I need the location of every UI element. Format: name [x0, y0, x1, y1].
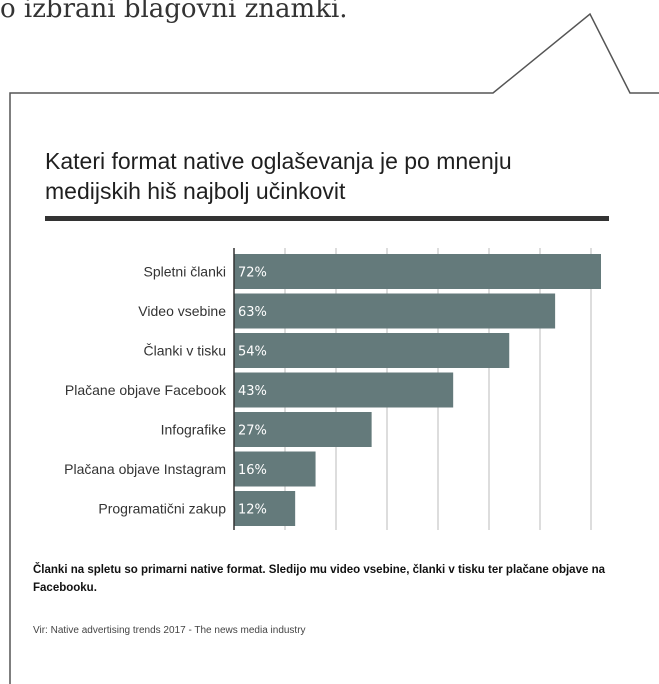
- category-label: Plačane objave Facebook: [65, 382, 227, 398]
- category-label: Infografike: [161, 422, 227, 438]
- intro-text-fragment: o izbrani blagovni znamki.: [0, 0, 348, 24]
- bar-value-label: 16%: [238, 463, 267, 478]
- chart-takeaway-text: Članki na spletu so primarni native form…: [33, 564, 605, 594]
- bar: [234, 412, 372, 447]
- category-label: Spletni članki: [144, 264, 227, 280]
- category-label: Plačana objave Instagram: [64, 461, 226, 477]
- bars: [234, 254, 601, 526]
- bar: [234, 491, 296, 526]
- bar-value-label: 27%: [238, 424, 267, 439]
- category-label: Video vsebine: [138, 303, 226, 319]
- category-label: Članki v tisku: [144, 343, 226, 359]
- title-underline: [45, 216, 609, 221]
- bar-value-label: 12%: [238, 503, 267, 518]
- chart-title: Kateri format native oglaševanja je po m…: [45, 148, 512, 204]
- category-label: Programatični zakup: [98, 501, 226, 517]
- bar-value-label: 43%: [238, 384, 267, 399]
- bar: [234, 372, 454, 408]
- bar: [234, 333, 510, 368]
- source-note: Vir: Native advertising trends 2017 - Th…: [33, 625, 306, 636]
- bar: [234, 451, 316, 487]
- labels: 72% Spletni članki 63% Video vsebine 54% Član…: [64, 264, 267, 518]
- bar: [234, 254, 601, 289]
- bar-value-label: 63%: [238, 305, 267, 320]
- bar-value-label: 54%: [238, 345, 267, 360]
- bar: [234, 293, 556, 329]
- bar-value-label: 72%: [238, 266, 267, 281]
